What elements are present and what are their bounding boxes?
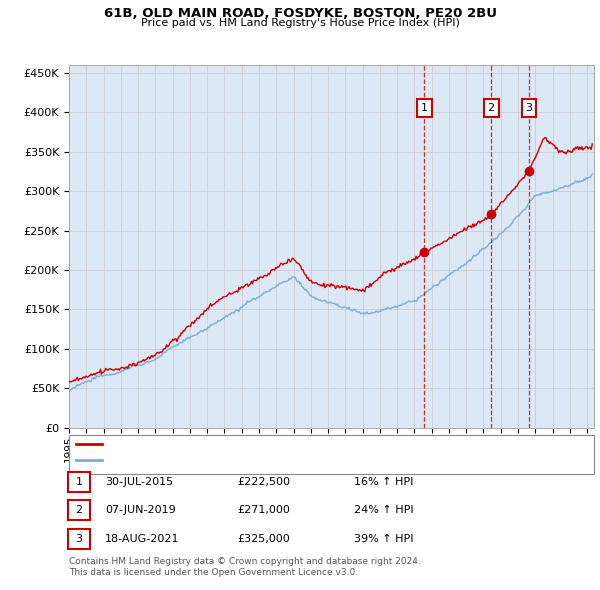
Text: £222,500: £222,500 xyxy=(237,477,290,487)
Text: 3: 3 xyxy=(76,534,82,543)
Text: 39% ↑ HPI: 39% ↑ HPI xyxy=(354,534,413,543)
Text: 1: 1 xyxy=(76,477,82,487)
Text: 07-JUN-2019: 07-JUN-2019 xyxy=(105,506,176,515)
Text: Price paid vs. HM Land Registry's House Price Index (HPI): Price paid vs. HM Land Registry's House … xyxy=(140,18,460,28)
Text: HPI: Average price, detached house, Boston: HPI: Average price, detached house, Bost… xyxy=(108,455,337,466)
Text: 61B, OLD MAIN ROAD, FOSDYKE, BOSTON, PE20 2BU: 61B, OLD MAIN ROAD, FOSDYKE, BOSTON, PE2… xyxy=(104,7,497,20)
Text: 2: 2 xyxy=(488,103,494,113)
Text: £271,000: £271,000 xyxy=(237,506,290,515)
Text: 24% ↑ HPI: 24% ↑ HPI xyxy=(354,506,413,515)
Text: This data is licensed under the Open Government Licence v3.0.: This data is licensed under the Open Gov… xyxy=(69,568,358,577)
Text: 3: 3 xyxy=(526,103,532,113)
Text: 61B, OLD MAIN ROAD, FOSDYKE, BOSTON, PE20 2BU (detached house): 61B, OLD MAIN ROAD, FOSDYKE, BOSTON, PE2… xyxy=(108,439,478,449)
Text: 18-AUG-2021: 18-AUG-2021 xyxy=(105,534,179,543)
Text: 1: 1 xyxy=(421,103,428,113)
Text: 30-JUL-2015: 30-JUL-2015 xyxy=(105,477,173,487)
Text: £325,000: £325,000 xyxy=(237,534,290,543)
Text: 2: 2 xyxy=(76,506,82,515)
Text: 16% ↑ HPI: 16% ↑ HPI xyxy=(354,477,413,487)
Text: Contains HM Land Registry data © Crown copyright and database right 2024.: Contains HM Land Registry data © Crown c… xyxy=(69,558,421,566)
